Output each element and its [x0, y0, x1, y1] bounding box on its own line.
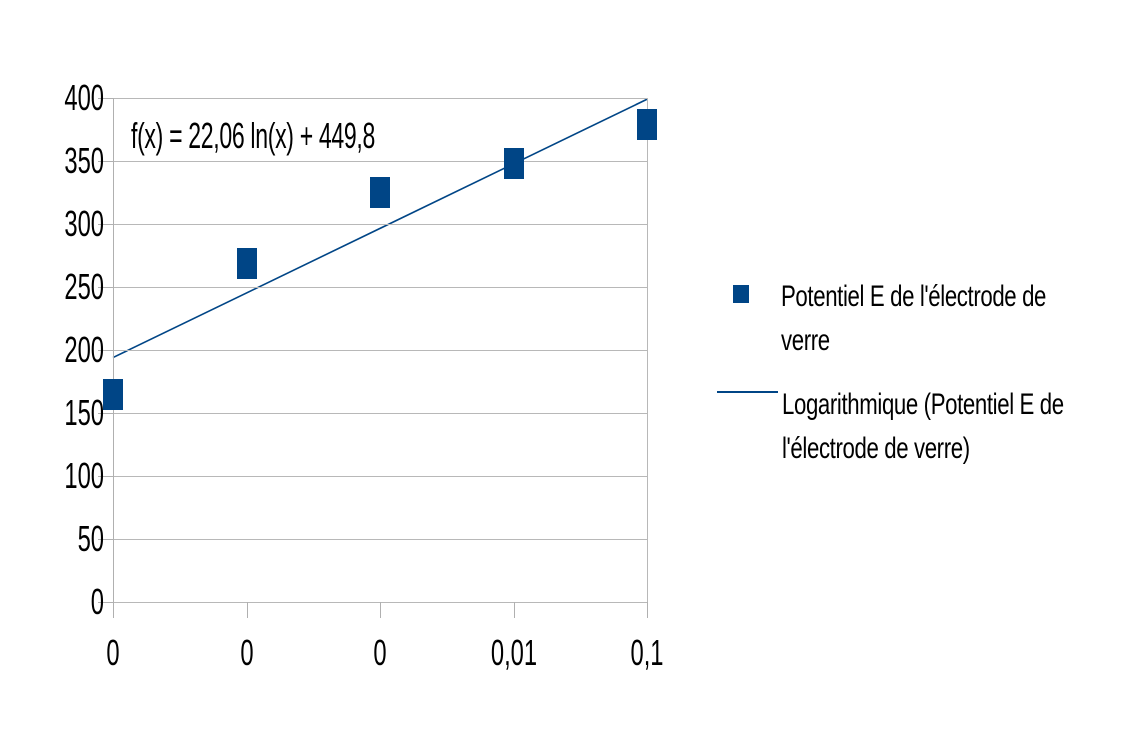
legend-label-series-line2: verre: [781, 324, 830, 357]
data-point: [637, 108, 657, 140]
y-axis-label: 350: [64, 140, 104, 181]
y-axis-tick: [98, 224, 113, 225]
square-marker-icon: [733, 285, 749, 303]
y-axis-line: [113, 98, 114, 602]
x-axis-tick: [247, 602, 248, 618]
y-axis-tick: [98, 602, 113, 603]
x-axis-tick: [514, 602, 515, 618]
y-axis-tick: [98, 161, 113, 162]
y-axis-label: 200: [64, 329, 104, 370]
legend-label-trendline: Logarithmique (Potentiel E de l'électrod…: [782, 383, 1064, 471]
y-axis-label: 150: [64, 392, 104, 433]
plot-right-border: [647, 98, 648, 602]
x-axis-label: 0,1: [630, 632, 664, 673]
gridline-y-200: [113, 350, 647, 351]
gridline-y-250: [113, 287, 647, 288]
legend-label-trendline-line1: Logarithmique (Potentiel E de: [782, 388, 1064, 421]
x-axis-tick: [113, 602, 114, 618]
y-axis-tick: [98, 350, 113, 351]
y-axis-label: 50: [77, 518, 104, 559]
trendline-equation: f(x) = 22,06 ln(x) + 449,8: [131, 115, 375, 156]
legend-label-trendline-line2: l'électrode de verre): [782, 432, 970, 465]
y-axis-tick: [98, 287, 113, 288]
data-point: [236, 247, 257, 279]
gridline-y-350: [113, 161, 647, 162]
gridline-y-400: [113, 98, 647, 99]
line-marker-icon: [717, 391, 778, 393]
x-axis-label: 0,01: [490, 632, 538, 673]
y-axis-tick: [98, 98, 113, 99]
y-axis-label: 0: [90, 581, 104, 622]
data-point: [503, 148, 524, 180]
y-axis-tick: [98, 539, 113, 540]
x-axis-tick: [380, 602, 381, 618]
trendline: [112, 98, 648, 359]
x-axis-label: 0: [373, 632, 387, 673]
x-axis-tick: [647, 602, 648, 618]
y-axis-tick: [98, 413, 113, 414]
y-axis-tick: [98, 476, 113, 477]
gridline-y-50: [113, 539, 647, 540]
y-axis-label: 100: [64, 455, 104, 496]
gridline-y-100: [113, 476, 647, 477]
legend-label-series: Potentiel E de l'électrode de verre: [781, 275, 1046, 363]
y-axis-label: 250: [64, 266, 104, 307]
legend-label-series-line1: Potentiel E de l'électrode de: [781, 280, 1047, 313]
y-axis-label: 400: [64, 77, 104, 118]
y-axis-label: 300: [64, 203, 104, 244]
data-point: [370, 177, 390, 208]
x-axis-label: 0: [240, 632, 254, 673]
data-point: [103, 378, 123, 410]
gridline-y-300: [113, 224, 647, 225]
gridline-y-150: [113, 413, 647, 414]
x-axis-label: 0: [106, 632, 120, 673]
